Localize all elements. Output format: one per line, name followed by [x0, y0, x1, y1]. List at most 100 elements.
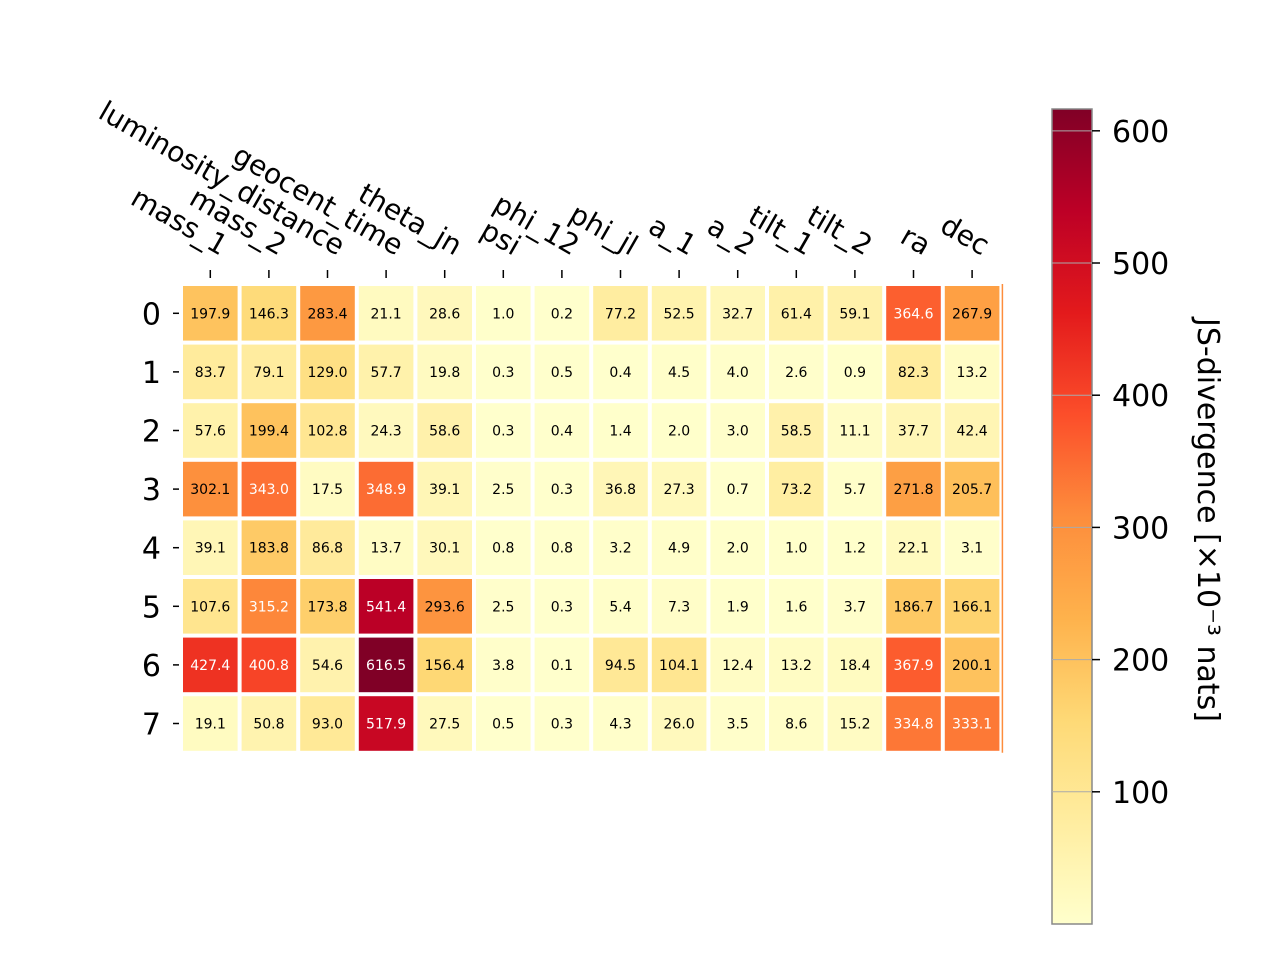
- column-label: phi_jl: [564, 197, 644, 262]
- cell-value-label: 1.0: [785, 541, 807, 557]
- cell-value-label: 315.2: [249, 599, 289, 615]
- heatmap-cell: [710, 696, 765, 751]
- cell-value-label: 2.0: [727, 541, 749, 557]
- cell-value-label: 333.1: [952, 717, 992, 733]
- cell-value-label: 166.1: [952, 599, 992, 615]
- heatmap-cell: [417, 344, 472, 400]
- cell-value-label: 343.0: [249, 482, 289, 498]
- cell-value-label: 15.2: [839, 717, 870, 733]
- cell-value-label: 2.6: [785, 365, 807, 381]
- cell-value-label: 39.1: [195, 541, 226, 557]
- cell-value-label: 4.5: [668, 365, 690, 381]
- heatmap-cell: [476, 520, 531, 575]
- heatmap-cell: [534, 344, 590, 400]
- cell-value-label: 13.7: [371, 541, 402, 557]
- heatmap-cell: [886, 637, 941, 693]
- cell-value-label: 5.4: [609, 599, 631, 615]
- heatmap-cell: [534, 637, 590, 693]
- cell-value-label: 11.1: [839, 424, 870, 440]
- cell-value-label: 173.8: [307, 599, 347, 615]
- cell-value-label: 400.8: [249, 658, 289, 674]
- cell-value-label: 0.1: [551, 658, 573, 674]
- colorbar-tick-label: 500: [1112, 247, 1169, 282]
- cell-value-label: 0.3: [551, 599, 573, 615]
- row-label: 2: [142, 415, 161, 450]
- heatmap-cell: [593, 637, 648, 693]
- cell-value-label: 13.2: [781, 658, 812, 674]
- heatmap-cell: [417, 579, 472, 634]
- cell-value-label: 0.9: [844, 365, 866, 381]
- heatmap-cell: [183, 286, 238, 341]
- heatmap-cell: [593, 520, 648, 575]
- cell-value-label: 42.4: [957, 424, 988, 440]
- heatmap-cell: [886, 461, 941, 517]
- cell-value-label: 3.2: [609, 541, 631, 557]
- cell-value-label: 58.6: [429, 424, 460, 440]
- heatmap-cell: [183, 403, 238, 458]
- heatmap-cell: [417, 403, 472, 458]
- heatmap-cell: [710, 520, 765, 575]
- colorbar-tick-label: 400: [1112, 379, 1169, 414]
- cell-value-label: 22.1: [898, 541, 929, 557]
- heatmap-cell: [476, 637, 531, 693]
- cell-value-label: 0.3: [551, 717, 573, 733]
- heatmap-cell: [593, 461, 648, 517]
- heatmap-cell: [241, 520, 297, 575]
- heatmap-cell: [651, 696, 707, 751]
- cell-value-label: 37.7: [898, 424, 929, 440]
- heatmap-cell: [827, 403, 883, 458]
- heatmap-cell: [534, 461, 590, 517]
- cell-value-label: 36.8: [605, 482, 636, 498]
- heatmap-cell: [241, 344, 297, 400]
- heatmap-cell: [651, 461, 707, 517]
- heatmap-cell: [886, 286, 941, 341]
- heatmap-cell: [417, 286, 472, 341]
- heatmap-cell: [358, 579, 414, 634]
- colorbar-label: JS-divergence [×10⁻³ nats]: [1190, 316, 1225, 722]
- cell-value-label: 59.1: [839, 306, 870, 322]
- cell-value-label: 50.8: [253, 717, 284, 733]
- heatmap-cell: [886, 520, 941, 575]
- heatmap-cell: [710, 461, 765, 517]
- heatmap-cell: [241, 696, 297, 751]
- cell-value-label: 24.3: [371, 424, 402, 440]
- heatmap-cell: [769, 696, 824, 751]
- row-label: 3: [142, 473, 161, 508]
- heatmap-cell: [300, 637, 355, 693]
- heatmap-cell: [476, 461, 531, 517]
- row-label: 6: [142, 649, 161, 684]
- cell-value-label: 3.1: [961, 541, 983, 557]
- cell-value-label: 364.6: [893, 306, 933, 322]
- row-label: 5: [142, 590, 161, 625]
- heatmap-cell: [769, 344, 824, 400]
- cell-value-label: 271.8: [893, 482, 933, 498]
- heatmap-cell: [300, 696, 355, 751]
- cell-value-label: 616.5: [366, 658, 406, 674]
- heatmap-cell: [183, 579, 238, 634]
- colorbar-gradient-bar: [1051, 108, 1093, 925]
- colorbar-tick-label: 100: [1112, 776, 1169, 811]
- row-labels: 0 1 2 3 4 5 6 7: [142, 297, 179, 743]
- heatmap-cell: [241, 403, 297, 458]
- heatmap-cell: [944, 520, 1000, 575]
- cell-value-label: 0.4: [551, 424, 573, 440]
- cell-value-label: 86.8: [312, 541, 343, 557]
- heatmap-cell: [769, 637, 824, 693]
- cell-value-label: 129.0: [307, 365, 347, 381]
- cell-value-label: 19.1: [195, 717, 226, 733]
- cell-value-label: 83.7: [195, 365, 226, 381]
- heatmap-cell: [241, 579, 297, 634]
- cell-value-label: 302.1: [190, 482, 230, 498]
- cell-value-label: 0.8: [492, 541, 514, 557]
- heatmap-cell: [710, 637, 765, 693]
- cell-value-label: 156.4: [425, 658, 465, 674]
- row-label: 1: [142, 356, 161, 391]
- cell-value-label: 77.2: [605, 306, 636, 322]
- cell-value-label: 197.9: [190, 306, 230, 322]
- cell-value-label: 0.5: [551, 365, 573, 381]
- heatmap-cell: [944, 403, 1000, 458]
- cell-value-label: 146.3: [249, 306, 289, 322]
- cell-value-label: 7.3: [668, 599, 690, 615]
- heatmap-cell: [241, 461, 297, 517]
- cell-value-label: 107.6: [190, 599, 230, 615]
